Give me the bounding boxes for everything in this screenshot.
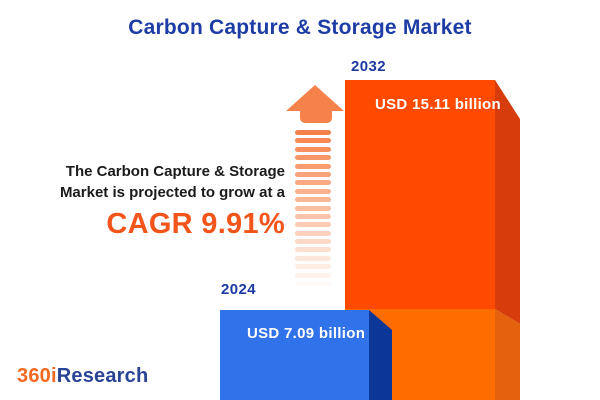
bar-2032: USD 15.11 billion: [345, 80, 520, 400]
growth-arrow-stripe: [295, 138, 331, 144]
bar-2024: USD 7.09 billion: [220, 310, 392, 400]
page-title: Carbon Capture & Storage Market: [128, 16, 472, 39]
growth-arrow-stripe: [295, 247, 331, 253]
growth-arrow-stripe: [295, 180, 331, 186]
growth-arrow-stripe: [295, 163, 331, 169]
bar-2032-side-bottom-face: [495, 309, 520, 400]
logo-suffix: Research: [56, 365, 149, 387]
growth-arrow-head-icon: [286, 85, 344, 111]
company-logo: 360iResearch: [17, 365, 148, 388]
growth-arrow-stripe: [295, 146, 331, 152]
growth-arrow-stripe: [295, 155, 331, 161]
growth-arrow-stripe: [295, 213, 331, 219]
bar-2032-year-label: 2032: [351, 58, 386, 75]
logo-prefix: 360i: [17, 365, 57, 387]
bar-2032-front-top-face: [345, 80, 495, 309]
growth-arrow-stripe: [295, 255, 331, 261]
growth-arrow-stripe: [295, 205, 331, 211]
bar-2024-side-face: [369, 310, 392, 400]
bar-2024-value-label: USD 7.09 billion: [247, 325, 366, 342]
bar-2032-value-label: USD 15.11 billion: [375, 96, 501, 113]
bar-2032-side-top-face: [495, 80, 520, 324]
growth-arrow-stripe: [295, 281, 331, 287]
growth-arrow-stripe: [295, 197, 331, 203]
bar-2024-front-face: [220, 310, 369, 400]
growth-arrow-stripe: [295, 230, 331, 236]
growth-arrow-stripe: [295, 264, 331, 270]
growth-arrow-stripes: [295, 130, 331, 289]
growth-arrow-stripe: [295, 239, 331, 245]
cagr-value: CAGR 9.91%: [106, 208, 285, 240]
growth-arrow-nub-icon: [300, 109, 332, 123]
annotation-line-2: Market is projected to grow at a: [59, 184, 285, 201]
growth-arrow-stripe: [295, 130, 331, 135]
growth-arrow-stripe: [295, 171, 331, 177]
growth-arrow-stripe: [295, 222, 331, 228]
growth-arrow-stripe: [295, 188, 331, 194]
bar-2024-year-label: 2024: [221, 281, 256, 298]
growth-arrow-stripe: [295, 272, 331, 278]
annotation-line-1: The Carbon Capture & Storage: [65, 163, 285, 180]
growth-annotation: The Carbon Capture & Storage Market is p…: [5, 161, 285, 241]
